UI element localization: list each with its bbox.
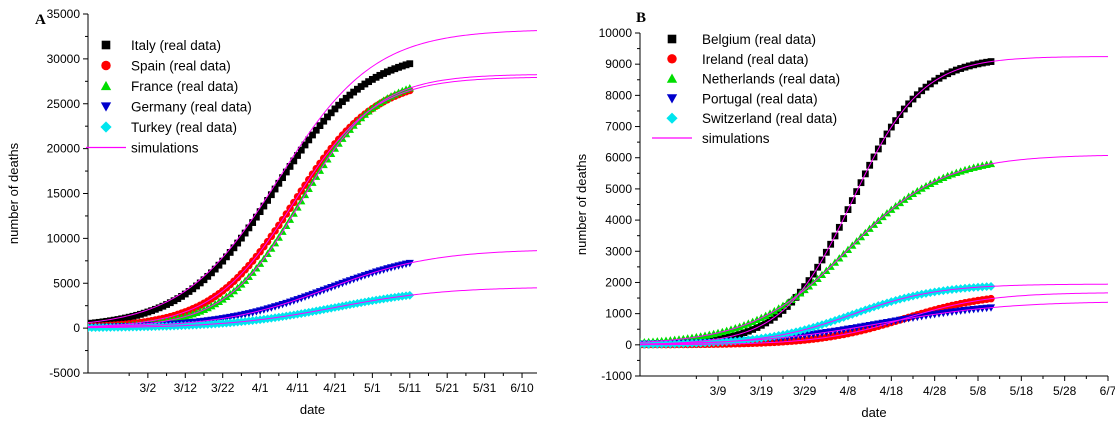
legend-label: Portugal (real data): [702, 91, 818, 106]
x-tick-label: 5/1: [364, 381, 381, 395]
x-tick-label: 4/11: [286, 381, 309, 395]
chart-panel-a: A -5000 0 5000 10000 15000 20000 25000 30000 3500…: [6, 7, 537, 417]
y-tick-label: 4000: [605, 213, 632, 227]
x-tick-label: 4/21: [323, 381, 347, 395]
y-tick-label: 35000: [47, 7, 81, 21]
y-tick-label: 1000: [605, 307, 632, 321]
y-tick-label: 10000: [47, 231, 81, 245]
series-netherlands: [636, 160, 995, 346]
y-tick-label: 7000: [605, 120, 632, 134]
legend-label: Turkey (real data): [131, 120, 237, 135]
x-tick-label: 4/18: [880, 384, 904, 398]
simulation-curve: [88, 77, 537, 326]
x-tick-label: 3/19: [750, 384, 774, 398]
data-point: [406, 60, 413, 67]
x-axis-title: date: [300, 402, 325, 417]
legend-marker: [101, 81, 111, 90]
y-axis-title: number of deaths: [6, 142, 21, 244]
legend: Italy (real data) Spain (real data) France…: [86, 38, 252, 156]
y-tick-label: 30000: [47, 52, 81, 66]
x-tick-label: 6/7: [1100, 384, 1115, 398]
x-tick-label: 5/18: [1010, 384, 1034, 398]
y-tick-label: -5000: [49, 366, 80, 380]
x-tick-label: 6/10: [510, 381, 534, 395]
legend-label: Switzerland (real data): [702, 111, 837, 126]
y-tick-label: 5000: [53, 276, 80, 290]
legend-label: simulations: [702, 131, 770, 146]
legend-marker: [667, 94, 677, 103]
legend-label: Germany (real data): [131, 100, 252, 115]
y-tick-label: 6000: [605, 151, 632, 165]
x-tick-label: 5/31: [473, 381, 497, 395]
legend-label: Spain (real data): [131, 59, 231, 74]
y-tick-label: 10000: [599, 26, 633, 40]
y-tick-label: 5000: [605, 182, 632, 196]
x-tick-label: 3/2: [140, 381, 157, 395]
plot-area: [84, 31, 537, 332]
legend-label: Italy (real data): [131, 38, 221, 53]
legend-label: simulations: [131, 141, 199, 156]
legend-label: France (real data): [131, 79, 238, 94]
legend-marker: [667, 73, 677, 82]
legend-marker: [666, 113, 677, 124]
x-axis-title: date: [861, 405, 886, 420]
legend-marker: [668, 35, 677, 44]
x-tick-label: 3/9: [710, 384, 727, 398]
y-tick-label: 15000: [47, 187, 81, 201]
legend-label: Netherlands (real data): [702, 72, 840, 87]
x-tick-label: 4/28: [923, 384, 947, 398]
x-tick-label: 4/1: [252, 381, 269, 395]
y-tick-label: 9000: [605, 57, 632, 71]
y-axis-title: number of deaths: [574, 153, 589, 255]
legend-label: Belgium (real data): [702, 32, 816, 47]
x-tick-label: 4/8: [840, 384, 857, 398]
y-tick-label: 3000: [605, 244, 632, 258]
x-tick-label: 5/8: [970, 384, 987, 398]
legend-marker: [102, 41, 111, 50]
x-tick-label: 3/29: [793, 384, 817, 398]
y-tick-label: 0: [625, 338, 632, 352]
x-tick-label: 5/21: [436, 381, 460, 395]
legend-marker: [101, 61, 110, 70]
panel-label: A: [35, 12, 46, 28]
chart-panel-b: B -1000 0 1000 2000 3000 4000 5000 6000 7000 8000 9…: [574, 10, 1115, 420]
x-tick-label: 5/28: [1053, 384, 1077, 398]
legend-marker: [100, 121, 111, 132]
y-tick-label: 20000: [47, 142, 81, 156]
legend-label: Ireland (real data): [702, 52, 809, 67]
y-tick-label: 2000: [605, 275, 632, 289]
x-tick-label: 3/22: [211, 381, 235, 395]
legend-marker: [101, 102, 111, 111]
legend: Belgium (real data) Ireland (real data) Ne…: [652, 32, 840, 146]
y-tick-label: 25000: [47, 97, 81, 111]
y-tick-label: 0: [73, 321, 80, 335]
y-tick-label: 8000: [605, 88, 632, 102]
legend-marker: [667, 54, 676, 63]
x-tick-label: 5/11: [399, 381, 422, 395]
y-tick-label: -1000: [601, 369, 632, 383]
simulation-curve: [640, 155, 1108, 342]
panel-label: B: [636, 10, 646, 26]
x-tick-label: 3/12: [174, 381, 198, 395]
